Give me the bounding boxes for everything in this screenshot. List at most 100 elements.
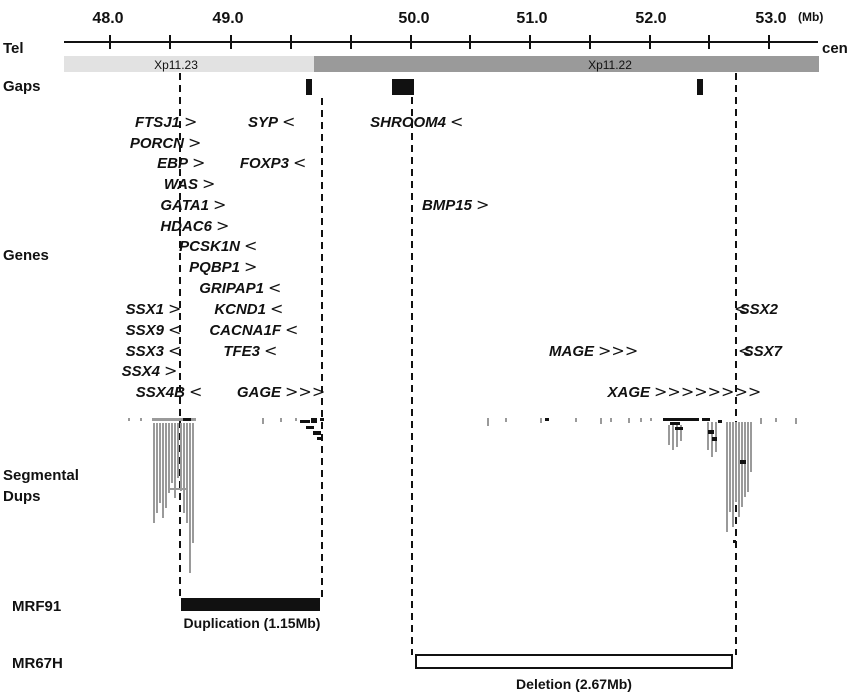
gene-mage: MAGE >>> [549,341,638,360]
deletion-bar [415,654,733,669]
gene-ssx3: SSX3 < [126,341,182,360]
gene-label: SSX7 [744,343,783,360]
gap-block [306,79,312,95]
strand-arrow-icon: > [476,195,489,214]
axis-tick-label: 53.0 [755,10,786,27]
strand-arrow-icon: > [244,257,257,276]
gene-hdac6: HDAC6 > [160,216,229,235]
strand-arrow-icon: < [285,320,298,339]
gene-label: HDAC6 [160,218,212,235]
strand-arrow-icon: >>> [285,382,325,401]
genes-track: FTSJ1 >PORCN >EBP >WAS >GATA1 >HDAC6 >PCSK1N <P… [122,112,783,401]
strand-arrow-icon: > [168,299,181,318]
strand-arrow-icon: >>> [598,341,638,360]
strand-arrow-icon: > [213,195,226,214]
gene-ssx1: SSX1 > [126,299,182,318]
gene-label: MAGE [549,343,595,360]
gene-pcsk1n: PCSK1N < [179,236,257,255]
gene-syp: SYP < [248,112,295,131]
gene-label: SSX3 [126,343,165,360]
gene-label: SHROOM4 [370,114,447,131]
gene-label: PCSK1N [179,238,241,255]
gene-ssx2: SSX2< [734,299,779,318]
gene-label: SYP [248,114,279,131]
gene-xage: XAGE >>>>>>>> [606,382,761,401]
strand-arrow-icon: < [244,236,257,255]
duplication-caption: Duplication (1.15Mb) [184,615,321,631]
sample-id-label: MR67H [12,655,63,672]
gene-cacna1f: CACNA1F < [209,320,298,339]
band-label: Xp11.23 [154,58,198,72]
strand-arrow-icon: > [192,153,205,172]
strand-arrow-icon: > [202,174,215,193]
strand-arrow-icon: < [189,382,202,401]
strand-arrow-icon: < [738,341,751,360]
gene-label: BMP15 [422,197,473,214]
gene-label: GATA1 [160,197,209,214]
gene-label: EBP [157,155,189,172]
band-label: Xp11.22 [588,58,632,72]
gene-ftsj1: FTSJ1 > [135,112,197,131]
gene-label: SSX2 [740,301,779,318]
gene-label: GAGE [237,384,282,401]
gene-label: GRIPAP1 [199,280,264,297]
axis-tick-label: 48.0 [92,10,123,27]
gene-was: WAS > [164,174,216,193]
strand-arrow-icon: < [293,153,306,172]
gene-pqbp1: PQBP1 > [189,257,257,276]
genes-track-label: Genes [3,247,49,264]
strand-arrow-icon: > [216,216,229,235]
gene-foxp3: FOXP3 < [240,153,307,172]
gene-ssx4: SSX4 > [122,361,178,380]
strand-arrow-icon: > [184,112,197,131]
strand-arrow-icon: < [282,112,295,131]
axis-tick-label: 49.0 [212,10,243,27]
segdups-track-label: Segmental [3,467,79,484]
gene-shroom4: SHROOM4 < [370,112,463,131]
axis-tick-label: 50.0 [398,10,429,27]
axis-tick-label: 51.0 [516,10,547,27]
strand-arrow-icon: >>>>>>>> [654,382,761,401]
gene-gripap1: GRIPAP1 < [199,278,281,297]
strand-arrow-icon: < [270,299,283,318]
axis-tick-label: 52.0 [635,10,666,27]
gene-label: TFE3 [223,343,260,360]
gene-label: FOXP3 [240,155,290,172]
gene-kcnd1: KCND1 < [214,299,283,318]
segmental-dups-track [128,418,797,573]
strand-arrow-icon: > [164,361,177,380]
gene-label: PQBP1 [189,259,240,276]
gene-label: SSX4B [136,384,185,401]
gene-ssx4b: SSX4B < [136,382,203,401]
gene-gata1: GATA1 > [160,195,226,214]
sample-mrf91: MRF91 Duplication (1.15Mb) [12,598,320,631]
telomere-label: Tel [3,40,24,57]
gene-tfe3: TFE3 < [223,341,277,360]
deletion-caption: Deletion (2.67Mb) [516,676,632,692]
sample-id-label: MRF91 [12,598,61,615]
segdups-track-label: Dups [3,488,41,505]
strand-arrow-icon: < [268,278,281,297]
strand-arrow-icon: < [734,299,747,318]
centromere-label: cen [822,40,848,57]
gene-label: KCND1 [214,301,266,318]
gene-label: FTSJ1 [135,114,180,131]
strand-arrow-icon: < [168,341,181,360]
strand-arrow-icon: > [188,133,201,152]
breakpoint-lines [179,73,737,655]
duplication-bar [181,598,320,611]
sample-mr67h: MR67H Deletion (2.67Mb) [12,654,733,692]
gene-label: SSX9 [126,322,165,339]
gene-ebp: EBP > [157,153,205,172]
cytoband-ideogram: Xp11.23 Xp11.22 [64,56,819,72]
gene-gage: GAGE >>> [237,382,325,401]
gene-label: SSX1 [126,301,164,318]
gene-ssx7: SSX7< [738,341,783,360]
band-xp11-23 [64,56,314,72]
gene-label: CACNA1F [209,322,282,339]
strand-arrow-icon: < [168,320,181,339]
gene-label: SSX4 [122,363,161,380]
gene-label: PORCN [130,135,185,152]
gene-ssx9: SSX9 < [126,320,182,339]
gaps-track-label: Gaps [3,78,41,95]
